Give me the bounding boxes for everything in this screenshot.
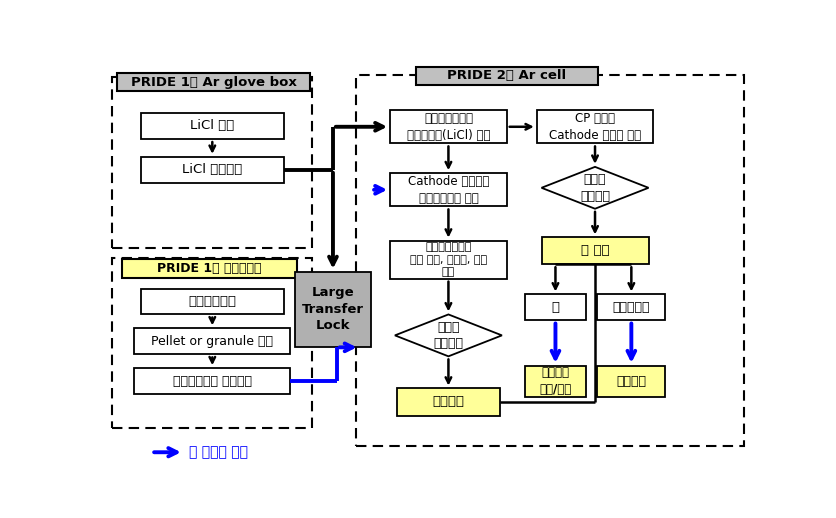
- Text: Pellet or granule 제조: Pellet or granule 제조: [151, 335, 273, 348]
- Text: 전해환원장치에
각종 전극, 열전대, 센서
설치: 전해환원장치에 각종 전극, 열전대, 센서 설치: [410, 242, 487, 278]
- Text: LiCl 건조: LiCl 건조: [190, 120, 234, 133]
- FancyBboxPatch shape: [294, 271, 371, 348]
- Text: 타 공정과 연계: 타 공정과 연계: [189, 445, 247, 459]
- Text: 전해정련: 전해정련: [615, 375, 645, 388]
- FancyBboxPatch shape: [415, 66, 597, 85]
- FancyBboxPatch shape: [140, 289, 283, 314]
- FancyBboxPatch shape: [390, 241, 507, 279]
- FancyBboxPatch shape: [390, 173, 507, 206]
- FancyBboxPatch shape: [135, 328, 290, 354]
- Text: 염 증류: 염 증류: [580, 244, 609, 257]
- FancyBboxPatch shape: [135, 368, 290, 394]
- FancyBboxPatch shape: [541, 237, 648, 264]
- Text: Cathode 바스켓에
우라늄산화물 충전: Cathode 바스켓에 우라늄산화물 충전: [407, 175, 488, 205]
- Text: 우라늄산화물: 우라늄산화물: [188, 295, 236, 308]
- Text: PRIDE 1슐 전체리공정: PRIDE 1슐 전체리공정: [157, 262, 262, 275]
- Text: PRIDE 1슐 Ar glove box: PRIDE 1슐 Ar glove box: [130, 76, 296, 89]
- Text: 우라늄산화물 이송용기: 우라늄산화물 이송용기: [172, 375, 252, 388]
- FancyBboxPatch shape: [396, 388, 500, 415]
- Text: PRIDE 2슐 Ar cell: PRIDE 2슐 Ar cell: [446, 69, 566, 82]
- Text: Large
Transfer
Lock: Large Transfer Lock: [302, 286, 364, 333]
- FancyBboxPatch shape: [122, 259, 297, 278]
- Text: 반응기
기밀시험: 반응기 기밀시험: [579, 173, 609, 203]
- Text: LiCl 이송용기: LiCl 이송용기: [182, 163, 242, 176]
- FancyBboxPatch shape: [390, 110, 507, 143]
- Text: 우라늄금속: 우라늄금속: [612, 301, 650, 314]
- Text: 전해환원장치에
내부반응기(LiCl) 장착: 전해환원장치에 내부반응기(LiCl) 장착: [406, 112, 490, 141]
- FancyBboxPatch shape: [524, 366, 585, 397]
- Text: 전극간
절연시험: 전극간 절연시험: [433, 321, 463, 350]
- Text: 염폐기물
재생/고화: 염폐기물 재생/고화: [538, 367, 571, 396]
- Polygon shape: [395, 314, 502, 356]
- FancyBboxPatch shape: [117, 73, 310, 91]
- FancyBboxPatch shape: [597, 366, 665, 397]
- Text: 염: 염: [551, 301, 558, 314]
- FancyBboxPatch shape: [140, 157, 283, 183]
- FancyBboxPatch shape: [597, 295, 665, 321]
- FancyBboxPatch shape: [140, 113, 283, 139]
- FancyBboxPatch shape: [536, 110, 653, 143]
- Text: CP 장치에
Cathode 바스켓 장착: CP 장치에 Cathode 바스켓 장착: [548, 112, 640, 141]
- Polygon shape: [541, 167, 648, 209]
- Text: 전해환원: 전해환원: [432, 395, 464, 409]
- FancyBboxPatch shape: [524, 295, 585, 321]
